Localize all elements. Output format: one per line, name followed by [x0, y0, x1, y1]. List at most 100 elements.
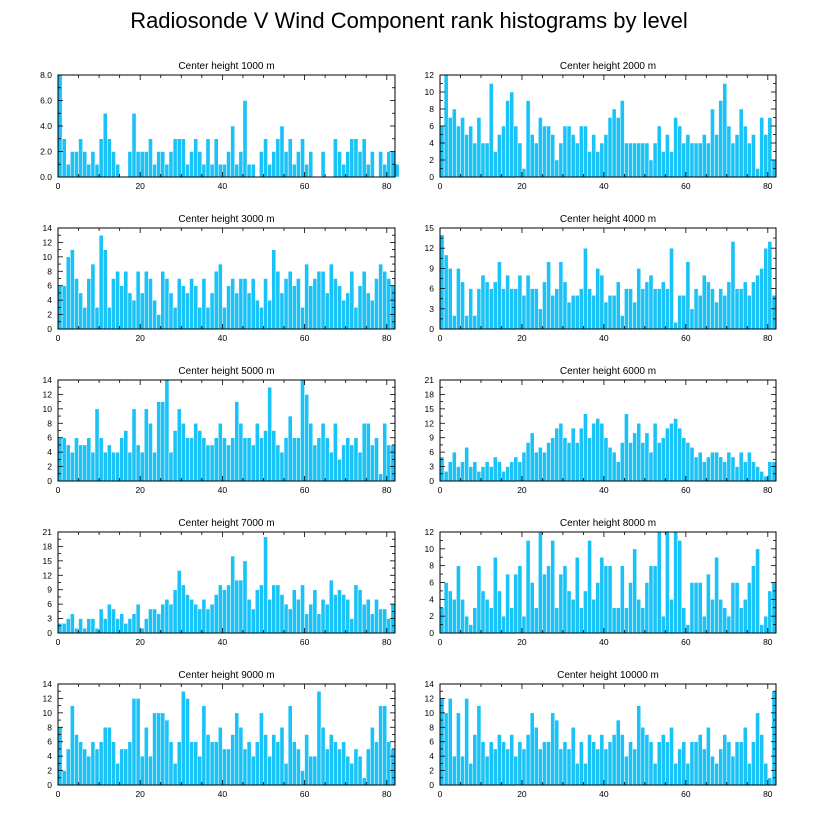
x-tick-label: 40 [218, 637, 228, 647]
bar [296, 278, 301, 330]
bar [61, 623, 67, 634]
bar [345, 292, 351, 330]
y-tick-label: 2.0 [40, 147, 52, 157]
bar [509, 734, 515, 786]
y-tick-label: 6.0 [40, 96, 52, 106]
bar [558, 261, 564, 330]
y-tick-label: 4 [429, 594, 434, 604]
y-tick-label: 8 [47, 722, 52, 732]
bar [673, 322, 678, 330]
bar [529, 432, 535, 482]
bar [296, 599, 301, 634]
bar [525, 274, 531, 330]
bar [378, 473, 383, 482]
bar [722, 461, 728, 482]
bar [447, 590, 453, 634]
bar [127, 741, 133, 786]
bar [701, 615, 707, 634]
bar [677, 748, 683, 786]
bar [333, 741, 338, 786]
bar [255, 589, 260, 634]
bar [90, 741, 96, 786]
y-tick-label: 4 [47, 751, 52, 761]
bar [607, 117, 613, 178]
bar [595, 418, 601, 482]
bar [65, 256, 71, 330]
bar [521, 295, 527, 330]
bar [316, 690, 322, 786]
bar [636, 599, 642, 634]
bar [493, 281, 498, 330]
y-tick-label: 15 [425, 223, 435, 233]
bar [587, 288, 592, 330]
bar [378, 705, 383, 786]
bar [213, 271, 219, 330]
panel-title: Center height 1000 m [178, 61, 274, 72]
bar [620, 734, 625, 786]
bar [111, 151, 116, 178]
bar [488, 83, 494, 178]
bar [279, 292, 285, 330]
y-tick-label: 2 [47, 310, 52, 320]
bar [218, 164, 223, 178]
bar [287, 138, 293, 178]
bar [74, 278, 79, 330]
bar [267, 299, 272, 330]
bar [176, 408, 182, 482]
bar [607, 741, 613, 786]
bar [160, 401, 166, 482]
panel-2: Center height 2000 m 0 20 40 60 80 0 2 4 6 8 10 12 [425, 61, 777, 191]
bar [102, 727, 108, 786]
bar [70, 451, 75, 482]
bar [316, 271, 322, 330]
bar [94, 748, 100, 786]
bar [246, 741, 252, 786]
bar [312, 444, 318, 482]
bar [689, 741, 695, 786]
bar [579, 741, 584, 786]
bar [542, 125, 547, 178]
bar [669, 727, 674, 786]
bar [222, 589, 227, 634]
bar [493, 748, 498, 786]
bar [357, 589, 363, 634]
bar [213, 741, 219, 786]
bar [652, 142, 658, 178]
x-tick-label: 0 [56, 485, 61, 495]
bar [587, 734, 592, 786]
bar [529, 582, 535, 634]
bar [197, 608, 203, 634]
bar [767, 117, 773, 178]
bar [685, 442, 691, 482]
bar [472, 607, 478, 634]
bar [464, 134, 469, 178]
bar [255, 299, 260, 330]
bar [447, 698, 453, 786]
bar [747, 295, 752, 330]
panel-title: Center height 5000 m [178, 366, 274, 377]
x-tick-label: 20 [517, 485, 527, 495]
bar [156, 613, 161, 634]
bar [102, 249, 108, 330]
bar [300, 584, 305, 634]
y-tick-label: 14 [43, 375, 53, 385]
bar [250, 164, 256, 178]
bar [611, 295, 617, 330]
bar [726, 615, 732, 634]
bar [152, 608, 157, 634]
y-tick-label: 0 [429, 780, 434, 790]
x-tick-label: 60 [300, 181, 310, 191]
bar [213, 138, 219, 178]
bars [439, 690, 777, 786]
bar [550, 712, 555, 786]
bar [673, 531, 678, 634]
bar [546, 565, 551, 634]
bar [189, 151, 194, 178]
bar [603, 301, 609, 330]
bar [230, 125, 235, 178]
bar [209, 444, 215, 482]
bar [738, 288, 744, 330]
y-tick-label: 9 [47, 585, 52, 595]
bar [78, 444, 83, 482]
bar [107, 727, 112, 786]
